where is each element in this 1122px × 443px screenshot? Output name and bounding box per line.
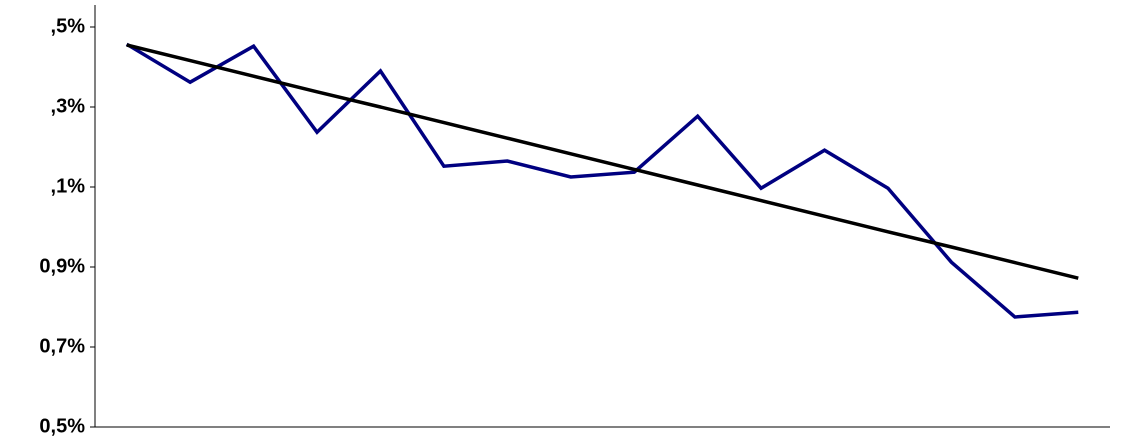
y-tick-label: ,1% bbox=[51, 175, 86, 197]
y-tick-label: 0,7% bbox=[39, 335, 85, 357]
y-tick-label: ,3% bbox=[51, 95, 86, 117]
y-tick-label: 0,5% bbox=[39, 415, 85, 437]
y-tick-label: ,5% bbox=[51, 15, 86, 37]
line-series bbox=[125, 42, 1079, 319]
line-series bbox=[126, 43, 1079, 280]
y-tick-label: 0,9% bbox=[39, 255, 85, 277]
